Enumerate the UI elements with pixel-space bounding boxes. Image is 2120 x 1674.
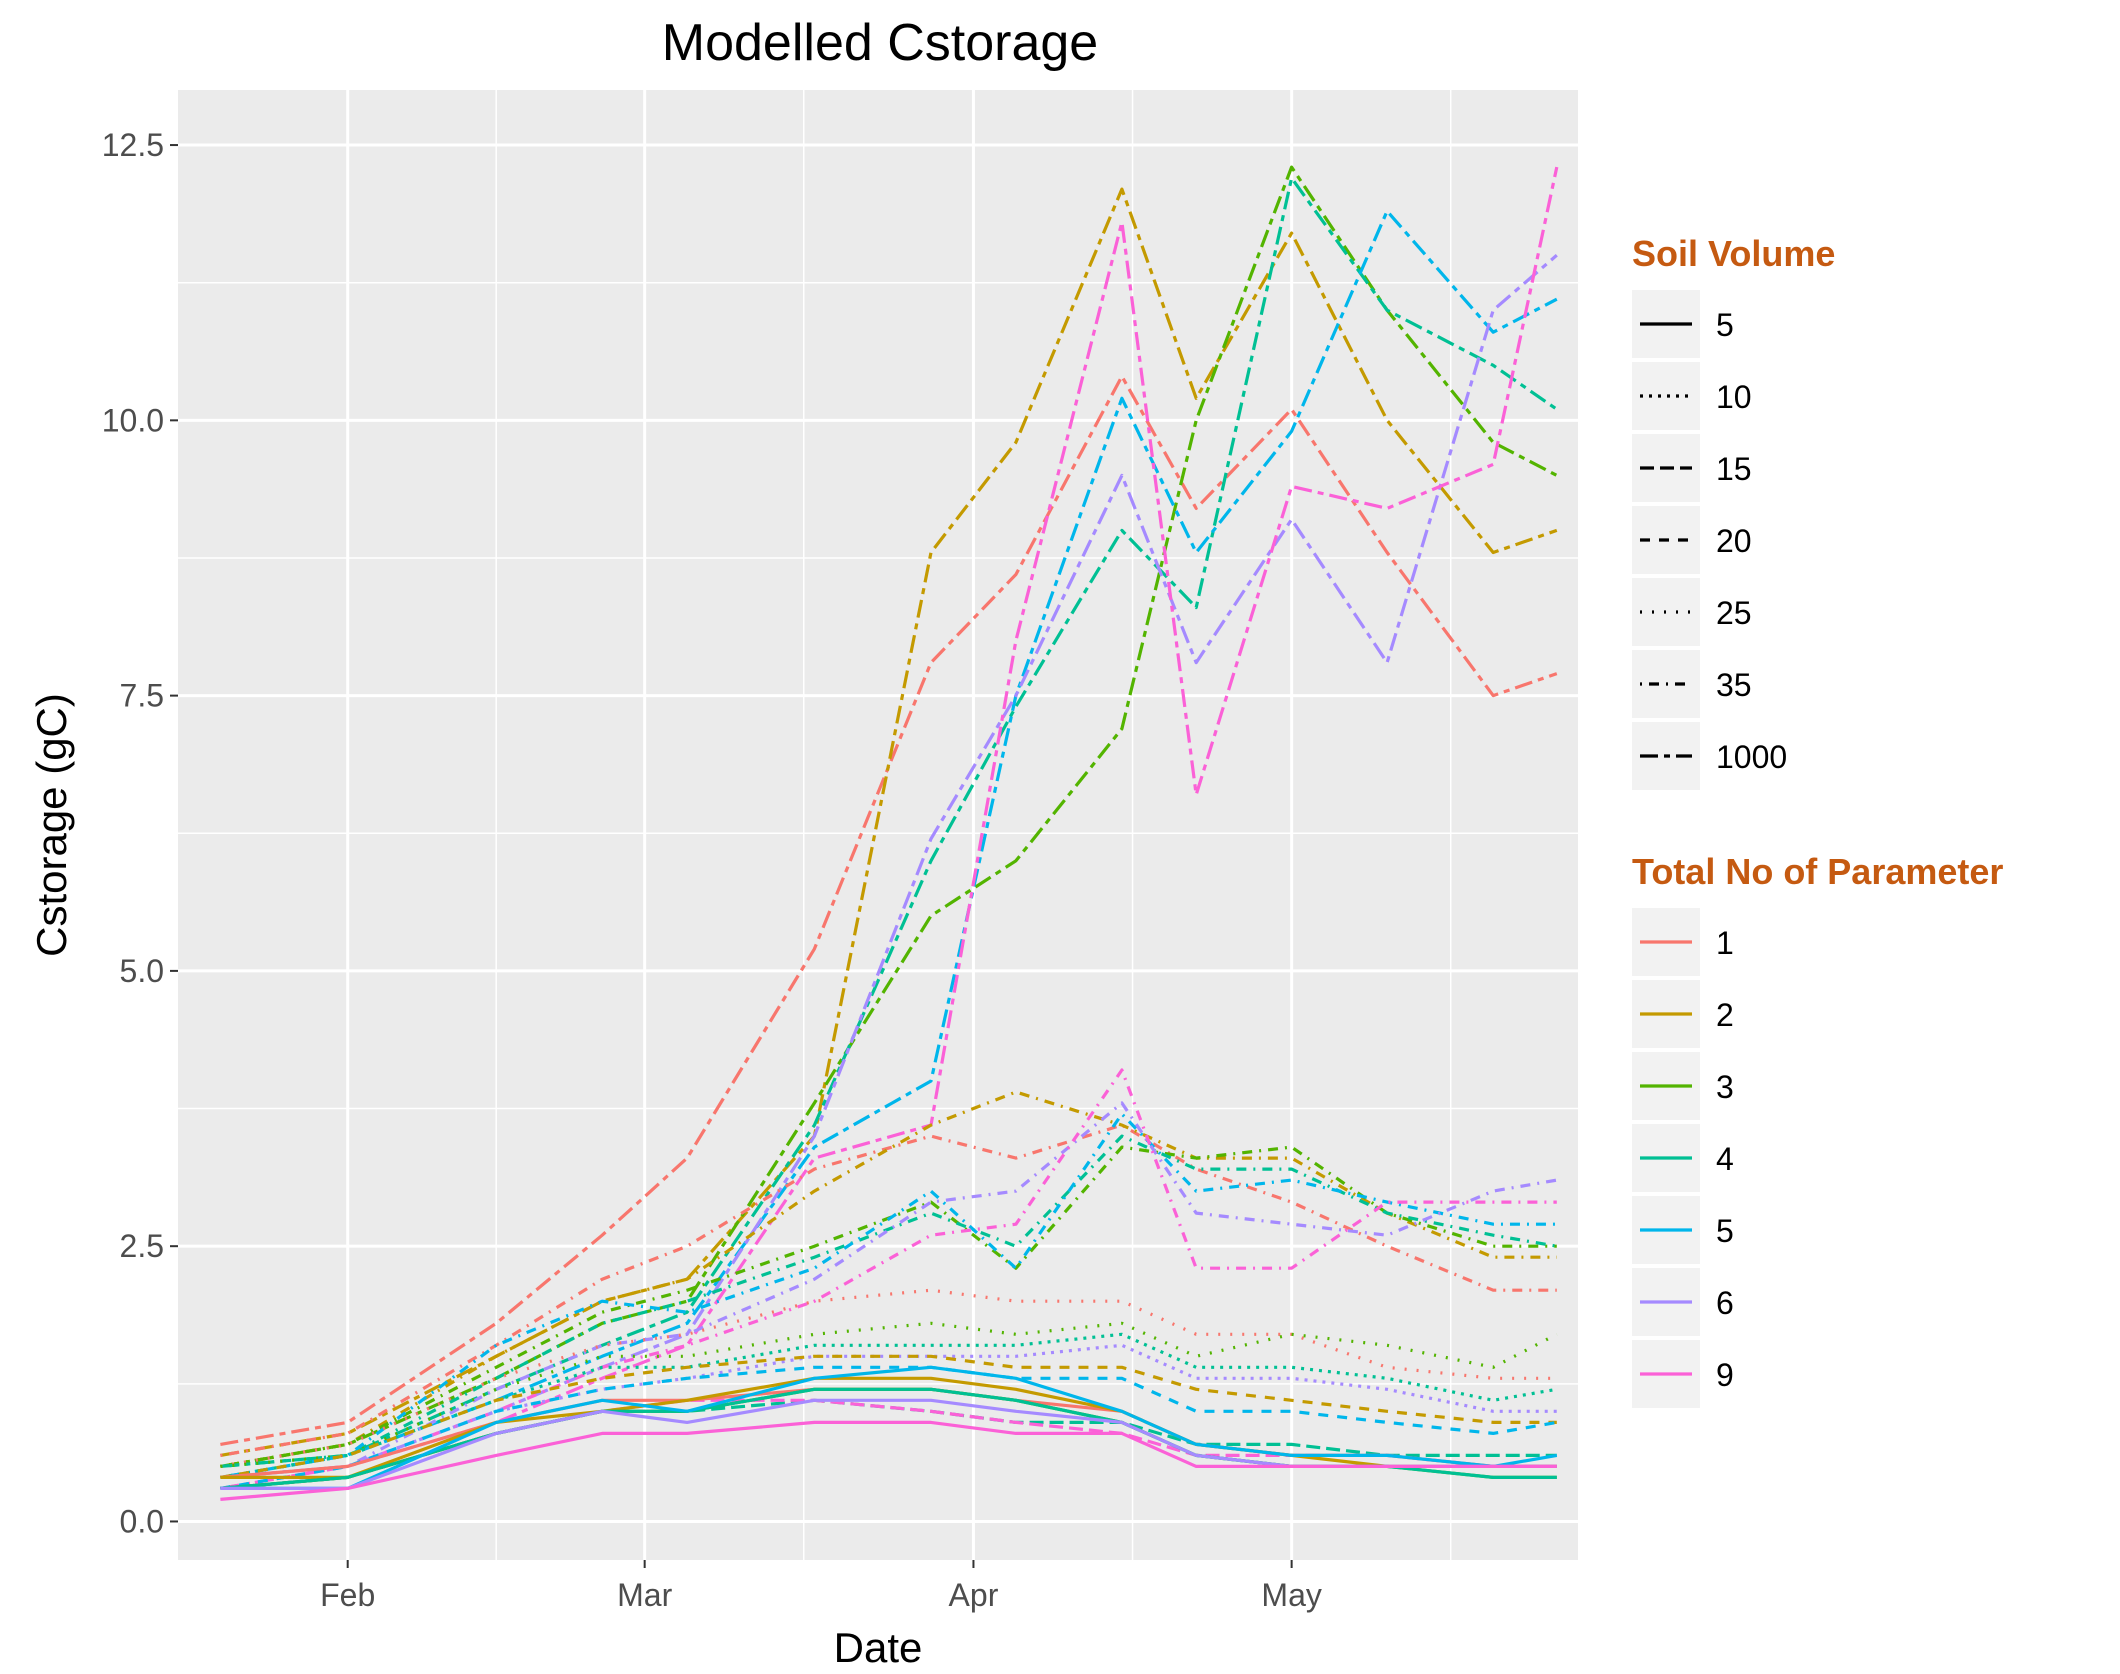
legend-label: 1000 bbox=[1716, 739, 1787, 775]
y-axis: 0.0 2.5 5.0 7.5 10.0 12.5 bbox=[102, 127, 178, 1539]
series-line-vol35-param1 bbox=[220, 1123, 1557, 1457]
legend-label: 35 bbox=[1716, 667, 1752, 703]
legend-parameter-title: Total No of Parameter bbox=[1632, 851, 2003, 892]
legend-label: 20 bbox=[1716, 523, 1752, 559]
legend-label: 5 bbox=[1716, 1213, 1734, 1249]
y-tick-label: 7.5 bbox=[120, 678, 164, 714]
legend-label: 6 bbox=[1716, 1285, 1734, 1321]
legend-label: 5 bbox=[1716, 307, 1734, 343]
y-tick-label: 12.5 bbox=[102, 127, 164, 163]
legend-label: 3 bbox=[1716, 1069, 1734, 1105]
series-line-vol25-param1 bbox=[220, 1288, 1557, 1468]
chart-title: Modelled Cstorage bbox=[662, 14, 1098, 72]
legend-key-background bbox=[1632, 362, 1700, 430]
series-line-vol35-param3 bbox=[220, 1145, 1557, 1468]
legend-label: 10 bbox=[1716, 379, 1752, 415]
legend-label: 25 bbox=[1716, 595, 1752, 631]
y-tick-label: 0.0 bbox=[120, 1503, 164, 1539]
x-axis: Feb Mar Apr May bbox=[320, 1560, 1322, 1613]
y-tick-label: 2.5 bbox=[120, 1228, 164, 1264]
y-tick-label: 5.0 bbox=[120, 953, 164, 989]
series-line-vol20-param2 bbox=[220, 1354, 1557, 1479]
y-axis-title: Cstorage (gC) bbox=[28, 693, 75, 957]
legend-label: 15 bbox=[1716, 451, 1752, 487]
series-line-vol35-param6 bbox=[220, 1101, 1558, 1479]
series-line-vol1000-param1 bbox=[220, 374, 1558, 1446]
series-line-vol35-param5 bbox=[220, 1112, 1557, 1479]
x-axis-title: Date bbox=[834, 1624, 923, 1671]
legend-label: 9 bbox=[1716, 1357, 1734, 1393]
legend-soil-volume: Soil Volume 5 10 15 20 25 35 1000 bbox=[1632, 233, 1835, 790]
major-gridlines bbox=[178, 90, 1578, 1560]
series-line-vol1000-param9 bbox=[220, 166, 1559, 1490]
minor-gridlines bbox=[178, 90, 1578, 1560]
x-tick-label: Feb bbox=[320, 1577, 375, 1613]
series-line-vol1000-param5 bbox=[220, 209, 1558, 1479]
series-line-vol1000-param3 bbox=[220, 165, 1558, 1468]
series-line-vol35-param2 bbox=[220, 1090, 1557, 1468]
series-line-vol5-param2 bbox=[220, 1376, 1557, 1480]
x-tick-label: Apr bbox=[949, 1577, 999, 1613]
legend-label: 1 bbox=[1716, 925, 1734, 961]
legend-label: 4 bbox=[1716, 1141, 1734, 1177]
series-line-vol10-param4 bbox=[220, 1332, 1558, 1479]
series-line-vol5-param5 bbox=[220, 1365, 1558, 1491]
legend-soil-volume-title: Soil Volume bbox=[1632, 233, 1835, 274]
x-tick-label: May bbox=[1261, 1577, 1321, 1613]
series-line-vol1000-param6 bbox=[220, 253, 1558, 1479]
y-tick-label: 10.0 bbox=[102, 402, 164, 438]
series-line-vol5-param9 bbox=[220, 1420, 1557, 1501]
series-layer bbox=[220, 165, 1559, 1501]
legend-label: 2 bbox=[1716, 997, 1734, 1033]
x-tick-label: Mar bbox=[617, 1577, 672, 1613]
legend-total-no-of-parameter: Total No of Parameter 1 2 3 4 5 6 9 bbox=[1632, 851, 2003, 1408]
